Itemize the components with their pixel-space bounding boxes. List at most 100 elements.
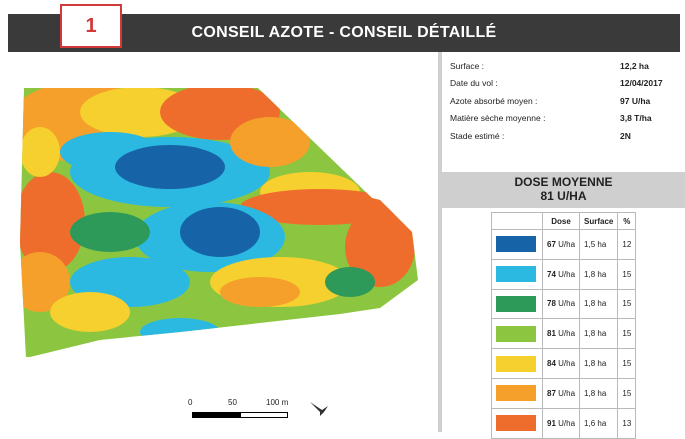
field-dose-map <box>20 82 420 358</box>
zone-yellow <box>50 292 130 332</box>
legend-row: 74 U/ha 1,8 ha 15 <box>491 258 637 290</box>
dose-number: 74 <box>547 269 556 279</box>
legend-row: 91 U/ha 1,6 ha 13 <box>491 407 637 439</box>
average-dose-header: DOSE MOYENNE 81 U/HA <box>442 172 685 208</box>
legend-swatch <box>491 288 543 320</box>
legend-swatch <box>491 407 543 439</box>
zone-orange <box>20 252 70 312</box>
vertical-divider <box>438 52 442 432</box>
info-row-stage: Stade estimé : 2N <box>450 128 678 145</box>
legend-percent: 15 <box>617 377 637 409</box>
info-row-surface: Surface : 12,2 ha <box>450 58 678 75</box>
dose-unit: U/ha <box>555 299 576 309</box>
info-row-date: Date du vol : 12/04/2017 <box>450 75 678 92</box>
zone-cyan <box>140 318 220 346</box>
color-swatch <box>496 236 536 253</box>
legend-dose: 78 U/ha <box>541 288 581 320</box>
legend-surface: 1,8 ha <box>579 288 619 320</box>
color-swatch <box>496 415 536 432</box>
zone-green <box>325 267 375 297</box>
average-dose-title: DOSE MOYENNE <box>514 175 613 189</box>
legend-dose: 91 U/ha <box>541 407 581 439</box>
legend-dose: 67 U/ha <box>541 229 581 260</box>
legend-row: 81 U/ha 1,8 ha 15 <box>491 318 637 350</box>
legend-header-row: Dose Surface % <box>491 212 637 230</box>
dose-unit: U/ha <box>555 329 576 339</box>
legend-surface: 1,6 ha <box>579 407 619 439</box>
legend-header-percent: % <box>617 212 637 230</box>
legend-header-swatch <box>491 212 543 230</box>
scale-bar-graphic <box>192 412 288 418</box>
field-info-panel: Surface : 12,2 ha Date du vol : 12/04/20… <box>450 58 678 145</box>
legend-row: 87 U/ha 1,8 ha 15 <box>491 377 637 409</box>
legend-percent: 15 <box>617 258 637 290</box>
legend-swatch <box>491 377 543 409</box>
info-label: Date du vol : <box>450 78 498 89</box>
color-swatch <box>496 295 536 312</box>
legend-row: 84 U/ha 1,8 ha 15 <box>491 348 637 379</box>
page-title: CONSEIL AZOTE - CONSEIL DÉTAILLÉ <box>191 24 497 41</box>
legend-header-dose: Dose <box>541 212 581 230</box>
legend-swatch <box>491 348 543 379</box>
info-label: Azote absorbé moyen : <box>450 95 538 106</box>
legend-surface: 1,8 ha <box>579 318 619 350</box>
dose-unit: U/ha <box>555 239 576 249</box>
legend-percent: 15 <box>617 318 637 350</box>
info-row-nitrogen: Azote absorbé moyen : 97 U/ha <box>450 93 678 110</box>
dose-legend-table: Dose Surface % 67 U/ha 1,5 ha 12 74 U/ha… <box>491 212 637 439</box>
legend-percent: 15 <box>617 288 637 320</box>
color-swatch <box>496 325 536 342</box>
legend-dose: 87 U/ha <box>541 377 581 409</box>
info-row-dry-matter: Matière sèche moyenne : 3,8 T/ha <box>450 110 678 127</box>
legend-header-surface: Surface <box>579 212 619 230</box>
color-swatch <box>496 385 536 402</box>
legend-percent: 15 <box>617 348 637 379</box>
zone-blue <box>115 145 225 189</box>
dose-number: 84 <box>547 359 556 369</box>
dose-number: 81 <box>547 329 556 339</box>
dose-unit: U/ha <box>555 418 576 428</box>
dose-unit: U/ha <box>555 269 576 279</box>
info-value: 12/04/2017 <box>620 78 663 89</box>
info-value: 2N <box>620 130 631 141</box>
dose-unit: U/ha <box>555 388 576 398</box>
legend-percent: 12 <box>617 229 637 260</box>
legend-row: 78 U/ha 1,8 ha 15 <box>491 288 637 320</box>
info-label: Matière sèche moyenne : <box>450 113 546 124</box>
color-swatch <box>496 355 536 372</box>
legend-swatch <box>491 229 543 260</box>
legend-surface: 1,8 ha <box>579 377 619 409</box>
info-label: Stade estimé : <box>450 130 505 141</box>
info-value: 3,8 T/ha <box>620 113 652 124</box>
scale-label-0: 0 <box>188 398 193 407</box>
dose-zones <box>20 88 418 358</box>
zone-orange <box>220 277 300 307</box>
color-swatch <box>496 266 536 283</box>
dose-number: 91 <box>547 418 556 428</box>
zone-green <box>70 212 150 252</box>
info-value: 97 U/ha <box>620 95 651 106</box>
legend-dose: 84 U/ha <box>541 348 581 379</box>
scale-label-50: 50 <box>228 398 237 407</box>
legend-dose: 74 U/ha <box>541 258 581 290</box>
dose-number: 78 <box>547 299 556 309</box>
dose-unit: U/ha <box>555 359 576 369</box>
map-number-badge: 1 <box>60 4 122 48</box>
zone-blue <box>180 207 260 257</box>
dose-number: 87 <box>547 388 556 398</box>
zone-yellow <box>20 127 60 177</box>
field-dose-map-svg <box>20 88 418 358</box>
dose-number: 67 <box>547 239 556 249</box>
legend-swatch <box>491 258 543 290</box>
drone-icon <box>308 400 330 423</box>
legend-swatch <box>491 318 543 350</box>
average-dose-value: 81 U/HA <box>540 189 587 203</box>
legend-surface: 1,8 ha <box>579 348 619 379</box>
zone-orange <box>230 117 310 167</box>
legend-row: 67 U/ha 1,5 ha 12 <box>491 229 637 260</box>
info-value: 12,2 ha <box>620 61 649 71</box>
info-label: Surface : <box>450 61 485 71</box>
legend-surface: 1,5 ha <box>579 229 619 260</box>
zone-red <box>345 207 415 287</box>
zone-red <box>20 172 85 272</box>
